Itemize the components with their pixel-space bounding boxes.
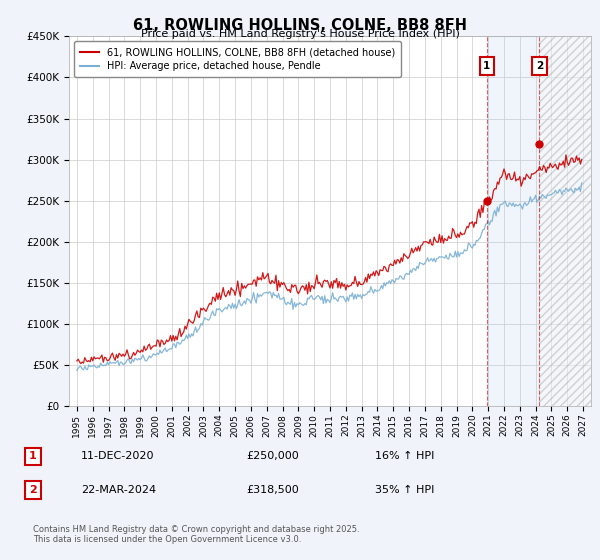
Bar (539, 36, 591, 406)
Bar (487, 36, 539, 406)
Text: 2: 2 (29, 485, 37, 495)
Text: 1: 1 (29, 451, 37, 461)
Text: £250,000: £250,000 (246, 451, 299, 461)
Text: £318,500: £318,500 (246, 485, 299, 495)
Text: 61, ROWLING HOLLINS, COLNE, BB8 8FH: 61, ROWLING HOLLINS, COLNE, BB8 8FH (133, 18, 467, 33)
Legend: 61, ROWLING HOLLINS, COLNE, BB8 8FH (detached house), HPI: Average price, detach: 61, ROWLING HOLLINS, COLNE, BB8 8FH (det… (74, 41, 401, 77)
Text: 1: 1 (483, 61, 491, 71)
Text: 16% ↑ HPI: 16% ↑ HPI (375, 451, 434, 461)
Text: Price paid vs. HM Land Registry's House Price Index (HPI): Price paid vs. HM Land Registry's House … (140, 29, 460, 39)
Text: 11-DEC-2020: 11-DEC-2020 (81, 451, 155, 461)
Text: Contains HM Land Registry data © Crown copyright and database right 2025.
This d: Contains HM Land Registry data © Crown c… (33, 525, 359, 544)
Text: 22-MAR-2024: 22-MAR-2024 (81, 485, 156, 495)
Text: 2: 2 (536, 61, 543, 71)
Text: 35% ↑ HPI: 35% ↑ HPI (375, 485, 434, 495)
Bar (539, 36, 591, 406)
